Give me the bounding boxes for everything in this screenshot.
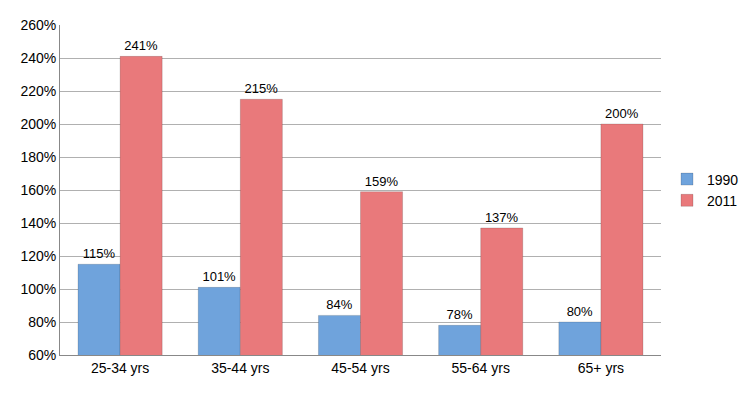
- svg-text:241%: 241%: [124, 38, 158, 53]
- svg-text:78%: 78%: [446, 307, 472, 322]
- svg-text:159%: 159%: [365, 174, 399, 189]
- svg-text:65+ yrs: 65+ yrs: [578, 360, 624, 376]
- svg-text:115%: 115%: [83, 246, 116, 261]
- svg-text:80%: 80%: [567, 304, 593, 319]
- svg-text:215%: 215%: [244, 81, 278, 96]
- svg-text:200%: 200%: [605, 106, 639, 121]
- svg-text:100%: 100%: [20, 281, 56, 297]
- svg-text:80%: 80%: [28, 314, 56, 330]
- svg-text:260%: 260%: [20, 17, 56, 33]
- svg-text:120%: 120%: [20, 248, 56, 264]
- svg-text:220%: 220%: [20, 83, 56, 99]
- svg-text:160%: 160%: [20, 182, 56, 198]
- svg-text:1990: 1990: [707, 172, 738, 188]
- svg-text:35-44 yrs: 35-44 yrs: [211, 360, 269, 376]
- svg-text:25-34 yrs: 25-34 yrs: [91, 360, 149, 376]
- svg-text:101%: 101%: [202, 269, 236, 284]
- svg-text:180%: 180%: [20, 149, 56, 165]
- svg-text:84%: 84%: [326, 297, 352, 312]
- svg-text:200%: 200%: [20, 116, 56, 132]
- svg-text:137%: 137%: [485, 210, 519, 225]
- svg-text:240%: 240%: [20, 50, 56, 66]
- svg-text:55-64 yrs: 55-64 yrs: [452, 360, 510, 376]
- svg-text:60%: 60%: [28, 347, 56, 363]
- svg-text:45-54 yrs: 45-54 yrs: [331, 360, 389, 376]
- svg-text:2011: 2011: [707, 193, 737, 209]
- svg-text:140%: 140%: [20, 215, 56, 231]
